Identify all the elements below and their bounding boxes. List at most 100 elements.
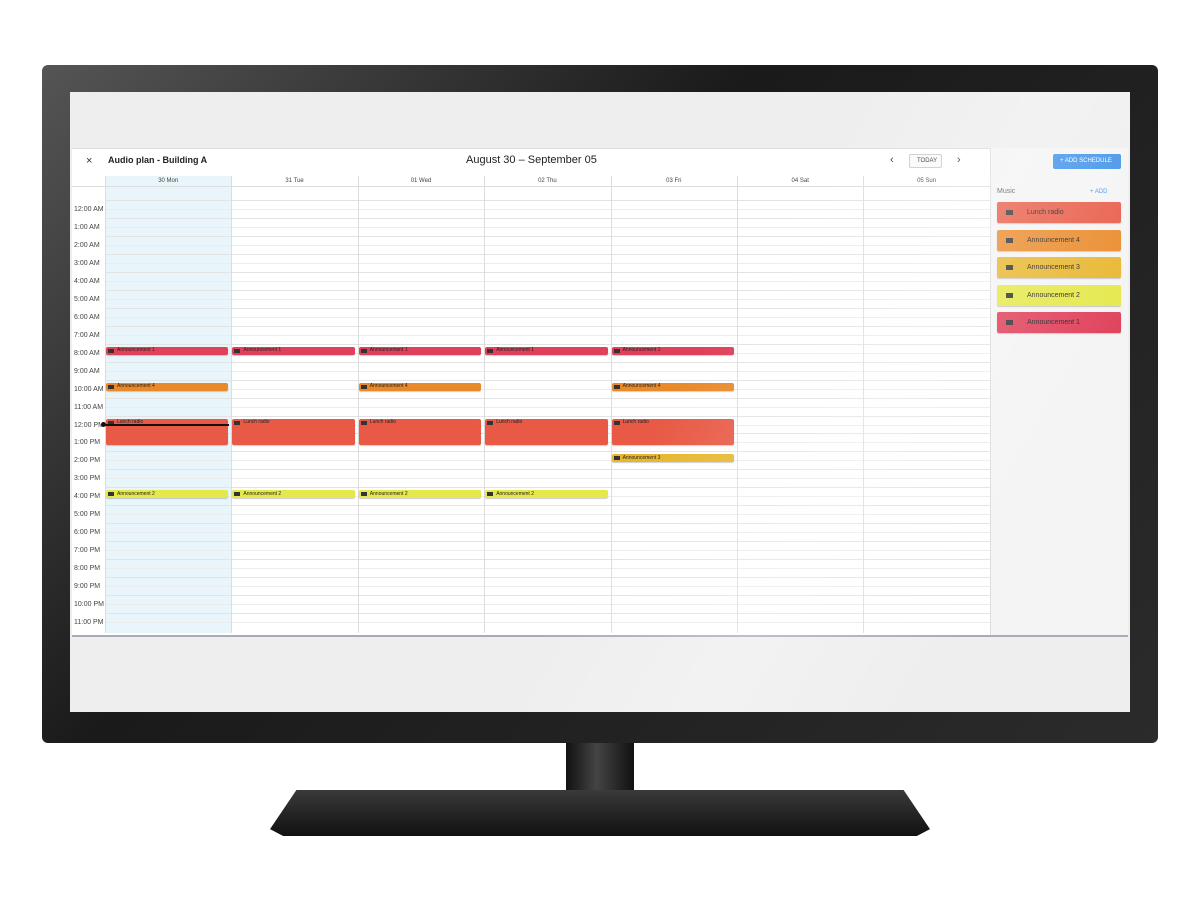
event-icon	[487, 348, 494, 353]
grid-line	[105, 559, 990, 561]
prev-button[interactable]: ‹	[890, 154, 894, 166]
day-separator	[484, 176, 486, 633]
event-label: Announcement 1	[622, 347, 661, 354]
grid-line	[105, 487, 990, 489]
hour-label: 5:00 PM	[74, 511, 101, 519]
music-item[interactable]: Announcement 4	[997, 229, 1121, 251]
event-icon	[108, 384, 114, 389]
event-block[interactable]: Lunch radio	[358, 418, 482, 446]
stand-base	[270, 790, 930, 836]
grid-line	[105, 325, 990, 327]
event-icon	[613, 384, 620, 389]
event-label: Lunch radio	[622, 419, 649, 426]
event-icon	[613, 456, 620, 461]
event-label: Lunch radio	[243, 419, 270, 426]
day-separator	[357, 176, 359, 633]
app-bottom-border	[72, 635, 1128, 637]
grid-line	[105, 370, 990, 372]
hour-label: 8:00 PM	[74, 565, 101, 573]
grid-line	[105, 415, 990, 417]
item-label: Announcement 1	[1027, 319, 1080, 326]
day-separator	[105, 176, 106, 633]
event-icon	[108, 420, 114, 425]
day-separator	[231, 176, 233, 633]
calendar-title: Audio plan - Building A	[108, 155, 208, 165]
grid-line	[105, 307, 990, 309]
stand-neck	[566, 738, 634, 798]
event-block[interactable]: Announcement 2	[485, 490, 608, 499]
grid-line	[105, 406, 990, 408]
hour-label: 2:00 AM	[74, 241, 100, 249]
grid-line	[105, 622, 990, 624]
hour-label: 6:00 AM	[74, 313, 100, 321]
event-block[interactable]: Announcement 2	[232, 490, 355, 499]
grid-line	[105, 316, 990, 318]
grid-line	[105, 595, 990, 597]
event-block[interactable]: Announcement 1	[485, 346, 608, 355]
event-block[interactable]: Announcement 1	[611, 346, 734, 355]
grid-line	[105, 613, 990, 615]
day-separator	[610, 176, 612, 633]
item-icon	[1006, 265, 1013, 270]
grid-line	[105, 586, 990, 588]
event-icon	[487, 492, 494, 497]
event-block[interactable]: Lunch radio	[106, 418, 229, 446]
event-label: Announcement 1	[243, 347, 282, 354]
grid-line	[105, 469, 990, 471]
event-label: Announcement 1	[496, 347, 534, 354]
event-label: Lunch radio	[369, 419, 396, 426]
event-block[interactable]: Lunch radio	[485, 418, 608, 446]
hour-label: 12:00 AM	[74, 206, 104, 213]
add-schedule-button[interactable]: + ADD SCHEDULE	[1053, 154, 1121, 169]
day-separator	[863, 176, 865, 633]
event-block[interactable]: Announcement 2	[106, 490, 229, 499]
today-button[interactable]: TODAY	[909, 154, 942, 168]
event-label: Announcement 1	[117, 347, 155, 354]
music-item[interactable]: Lunch radio	[997, 202, 1121, 223]
hour-label: 1:00 AM	[74, 223, 100, 231]
grid-line	[105, 397, 990, 399]
event-block[interactable]: Announcement 4	[611, 382, 734, 391]
next-button[interactable]: ›	[957, 154, 961, 166]
header-line	[72, 186, 990, 187]
add-schedule-label: + ADD SCHEDULE	[1060, 158, 1112, 164]
grid-line	[105, 244, 990, 246]
event-label: Announcement 4	[622, 383, 661, 390]
hour-label: 11:00 AM	[74, 403, 104, 411]
hour-label: 2:00 PM	[74, 457, 101, 465]
event-block[interactable]: Announcement 3	[611, 454, 734, 463]
day-header: 02 Thu	[538, 178, 557, 184]
hour-label: 3:00 AM	[74, 259, 100, 267]
event-block[interactable]: Announcement 1	[232, 346, 355, 355]
grid-line	[105, 523, 990, 525]
event-label: Announcement 2	[243, 490, 282, 497]
music-item[interactable]: Announcement 1	[997, 312, 1121, 333]
event-block[interactable]: Announcement 1	[106, 346, 229, 355]
sidebar-panel	[990, 148, 1128, 636]
grid-line	[105, 235, 990, 237]
event-block[interactable]: Announcement 2	[358, 490, 482, 499]
event-block[interactable]: Announcement 1	[358, 346, 482, 355]
music-item[interactable]: Announcement 2	[997, 284, 1121, 306]
event-label: Announcement 1	[369, 347, 408, 354]
event-label: Announcement 4	[117, 383, 155, 390]
grid-line	[105, 262, 990, 264]
grid-line	[105, 550, 990, 552]
hour-label: 9:00 PM	[74, 583, 101, 591]
music-item[interactable]: Announcement 3	[997, 257, 1121, 278]
event-block[interactable]: Announcement 4	[106, 382, 229, 391]
add-link[interactable]: + ADD	[1090, 189, 1108, 195]
event-block[interactable]: Lunch radio	[232, 418, 355, 446]
close-button[interactable]: ×	[86, 155, 93, 167]
event-block[interactable]: Lunch radio	[611, 418, 734, 446]
item-label: Announcement 4	[1027, 236, 1080, 244]
grid-line	[105, 604, 990, 606]
hour-label: 11:00 PM	[74, 619, 104, 627]
now-line	[103, 424, 230, 426]
event-block[interactable]: Announcement 4	[358, 382, 482, 391]
grid-line	[105, 460, 990, 462]
event-label: Lunch radio	[496, 419, 523, 426]
item-label: Announcement 3	[1027, 264, 1080, 271]
event-icon	[487, 420, 494, 425]
